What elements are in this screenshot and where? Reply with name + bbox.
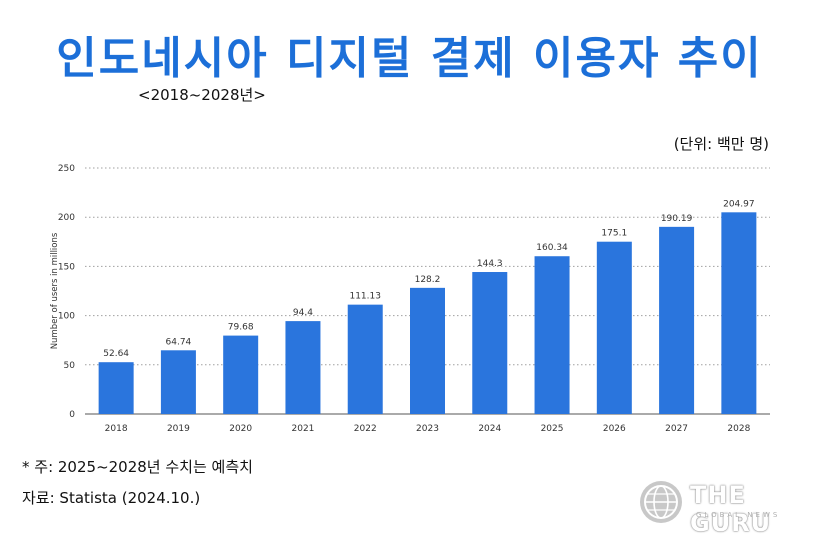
x-tick-label: 2025	[541, 424, 564, 434]
bar	[285, 321, 321, 414]
x-tick-label: 2023	[416, 424, 439, 434]
globe-icon	[640, 481, 682, 523]
y-tick-label: 200	[58, 213, 75, 223]
data-label: 52.64	[103, 349, 129, 359]
data-label: 111.13	[349, 292, 381, 302]
x-tick-label: 2024	[478, 424, 501, 434]
data-label: 128.2	[415, 275, 441, 285]
bar	[472, 272, 508, 414]
chart-subtitle: <2018~2028년>	[138, 86, 266, 104]
x-tick-label: 2026	[603, 424, 626, 434]
data-label: 175.1	[601, 229, 627, 239]
watermark-name: THE GURU	[690, 481, 772, 537]
x-tick-label: 2019	[167, 424, 190, 434]
bar	[98, 362, 134, 414]
x-tick-label: 2022	[354, 424, 377, 434]
data-label: 144.3	[477, 259, 503, 269]
bar	[534, 256, 570, 414]
x-tick-label: 2028	[727, 424, 750, 434]
data-label: 204.97	[723, 199, 755, 209]
y-axis-title: Number of users in millions	[50, 232, 60, 349]
bar	[721, 212, 757, 414]
unit-note: (단위: 백만 명)	[673, 135, 769, 153]
bar	[347, 304, 383, 414]
watermark-subtitle: GLOBAL NEWS	[696, 511, 781, 519]
x-tick-label: 2021	[292, 424, 315, 434]
y-tick-label: 250	[58, 164, 75, 174]
source-note: 자료: Statista (2024.10.)	[22, 489, 201, 507]
y-tick-label: 150	[58, 262, 75, 272]
watermark-logo: THE GURU GLOBAL NEWS	[636, 477, 811, 537]
y-tick-label: 0	[69, 410, 75, 420]
x-tick-label: 2018	[105, 424, 128, 434]
bar	[223, 335, 259, 414]
x-tick-label: 2020	[229, 424, 252, 434]
data-label: 190.19	[661, 214, 693, 224]
forecast-footnote: * 주: 2025~2028년 수치는 예측치	[22, 458, 253, 476]
chart-title: 인도네시아 디지털 결제 이용자 추이	[56, 33, 763, 84]
bar	[410, 287, 445, 414]
bar	[596, 241, 632, 414]
data-label: 79.68	[228, 323, 254, 333]
data-label: 64.74	[166, 337, 192, 347]
bar	[160, 350, 196, 414]
bar	[659, 226, 695, 414]
y-tick-label: 100	[58, 312, 75, 322]
y-tick-label: 50	[64, 361, 76, 371]
data-label: 94.4	[293, 308, 313, 318]
x-tick-label: 2027	[665, 424, 688, 434]
data-label: 160.34	[536, 243, 568, 253]
bar-chart: 0 50 100 150 200 250 Number of users in millio…	[50, 164, 770, 434]
